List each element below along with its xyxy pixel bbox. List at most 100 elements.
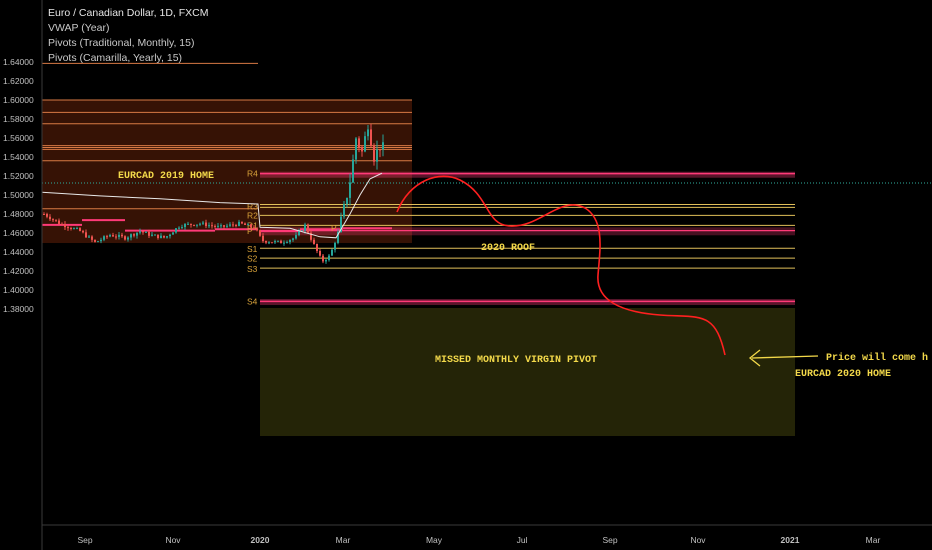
candle-body: [244, 223, 246, 225]
y-tick-label: 1.42000: [3, 266, 34, 276]
candle-body: [163, 235, 165, 238]
roof-band: [260, 171, 795, 178]
candle-body: [121, 234, 123, 237]
candle-body: [232, 224, 234, 226]
candle-body: [292, 238, 294, 240]
candle-body: [160, 235, 162, 239]
candle-body: [331, 249, 333, 256]
x-tick-label: Nov: [690, 535, 706, 545]
candle-body: [139, 231, 141, 233]
candle-body: [205, 222, 207, 227]
y-tick-label: 1.62000: [3, 76, 34, 86]
candle-body: [124, 236, 126, 240]
candle-body: [202, 222, 204, 224]
pivot-label: S3: [247, 264, 258, 274]
candle-body: [199, 223, 201, 225]
indicator-monthly-pivots[interactable]: Pivots (Traditional, Monthly, 15): [48, 37, 195, 49]
y-tick-label: 1.54000: [3, 152, 34, 162]
pivot-label: S4: [247, 296, 258, 306]
indicator-vwap[interactable]: VWAP (Year): [48, 22, 110, 34]
candle-body: [43, 214, 45, 215]
x-tick-label: Mar: [866, 535, 881, 545]
candle-body: [367, 129, 369, 137]
vwap-line: [41, 172, 383, 239]
candle-body: [142, 231, 144, 233]
candle-body: [298, 231, 300, 236]
candle-body: [223, 225, 225, 227]
candle-body: [325, 260, 327, 262]
chart-legend: Euro / Canadian Dollar, 1D, FXCM VWAP (Y…: [48, 6, 208, 66]
candle-body: [313, 239, 315, 244]
candle-body: [58, 220, 60, 224]
pivot-label: S1: [247, 244, 258, 254]
candle-body: [76, 228, 78, 230]
candle-body: [214, 225, 216, 227]
candle-body: [289, 239, 291, 243]
candle-body: [91, 236, 93, 240]
candle-body: [346, 197, 348, 205]
x-tick-label: Jul: [517, 535, 528, 545]
candle-body: [208, 225, 210, 227]
monthly-pivot-label: P: [331, 223, 337, 233]
candle-body: [316, 243, 318, 251]
virgin-pivot-label: MISSED MONTHLY VIRGIN PIVOT: [435, 355, 597, 366]
candle-body: [322, 255, 324, 262]
candle-body: [247, 224, 249, 226]
candle-body: [265, 241, 267, 243]
candle-body: [193, 224, 195, 226]
candle-body: [187, 223, 189, 225]
x-tick-label: Sep: [602, 535, 617, 545]
candle-body: [280, 240, 282, 244]
candle-body: [64, 224, 66, 228]
indicator-yearly-pivots[interactable]: Pivots (Camarilla, Yearly, 15): [48, 52, 183, 64]
y-tick-label: 1.58000: [3, 114, 34, 124]
y-tick-label: 1.50000: [3, 190, 34, 200]
y-tick-label: 1.60000: [3, 95, 34, 105]
candle-body: [178, 227, 180, 229]
virgin-pivot-band: [260, 227, 795, 236]
candle-body: [196, 224, 198, 226]
candle-body: [190, 223, 192, 225]
y-tick-label: 1.52000: [3, 171, 34, 181]
candle-body: [181, 227, 183, 229]
candle-body: [166, 236, 168, 238]
candle-body: [184, 224, 186, 228]
candle-body: [73, 228, 75, 230]
candle-body: [349, 182, 351, 198]
candle-body: [112, 235, 114, 237]
candle-body: [304, 224, 306, 231]
x-tick-label: Mar: [336, 535, 351, 545]
candle-body: [310, 232, 312, 240]
candle-body: [217, 225, 219, 227]
candle-body: [103, 236, 105, 240]
candle-body: [268, 242, 270, 244]
pivot-label: R3: [247, 201, 258, 211]
pivot-label: S2: [247, 254, 258, 264]
candle-body: [61, 223, 63, 225]
candle-body: [79, 228, 81, 231]
candle-body: [307, 224, 309, 233]
forecast-path-drawing: [396, 175, 726, 356]
candle-body: [229, 224, 231, 226]
pivot-label: P: [247, 226, 253, 236]
candle-body: [334, 242, 336, 250]
candle-body: [157, 234, 159, 239]
arrow-note-label: Price will come h: [826, 352, 928, 364]
x-tick-label: Nov: [165, 535, 181, 545]
candle-body: [100, 239, 102, 242]
candle-body: [376, 149, 378, 162]
candle-body: [55, 219, 57, 221]
candle-body: [106, 236, 108, 238]
candle-body: [373, 146, 375, 162]
candle-body: [82, 230, 84, 233]
candle-body: [52, 219, 54, 221]
candle-body: [94, 239, 96, 242]
symbol-title[interactable]: Euro / Canadian Dollar, 1D, FXCM: [48, 7, 209, 19]
candle-body: [274, 241, 276, 243]
x-axis: Sep Nov 2020 Mar May Jul Sep Nov 2021 Mar: [77, 535, 880, 545]
candle-body: [118, 234, 120, 237]
candle-body: [70, 227, 72, 229]
candle-body: [295, 235, 297, 239]
y-tick-label: 1.48000: [3, 209, 34, 219]
